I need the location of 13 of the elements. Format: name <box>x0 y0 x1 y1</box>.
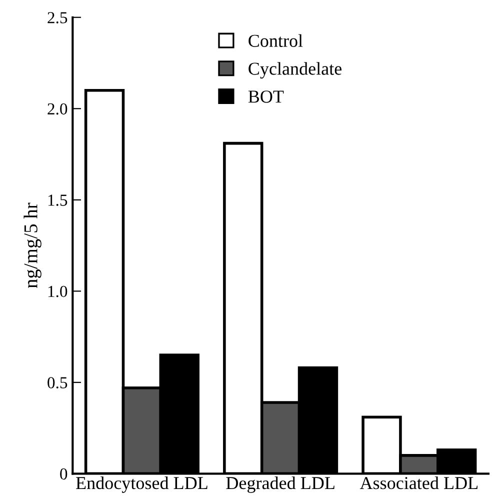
y-tick-label: 1.0 <box>48 286 68 298</box>
legend-label: BOT <box>248 90 284 103</box>
x-tick-label: Endocytosed LDL <box>76 476 208 493</box>
legend-label: Control <box>248 34 303 47</box>
y-tick-label: 1.5 <box>48 194 68 206</box>
y-tick-label: 2.0 <box>48 103 68 115</box>
legend-label: Cyclandelate <box>248 62 342 79</box>
y-tick-label: 2.5 <box>48 12 68 24</box>
x-tick-label: Degraded LDL <box>226 476 334 493</box>
y-axis-title: ng/mg/5 hr <box>24 202 42 288</box>
y-tick-label: 0.5 <box>48 377 68 388</box>
y-tick-label: 0 <box>60 468 68 480</box>
x-tick-label: Associated LDL <box>360 476 478 490</box>
